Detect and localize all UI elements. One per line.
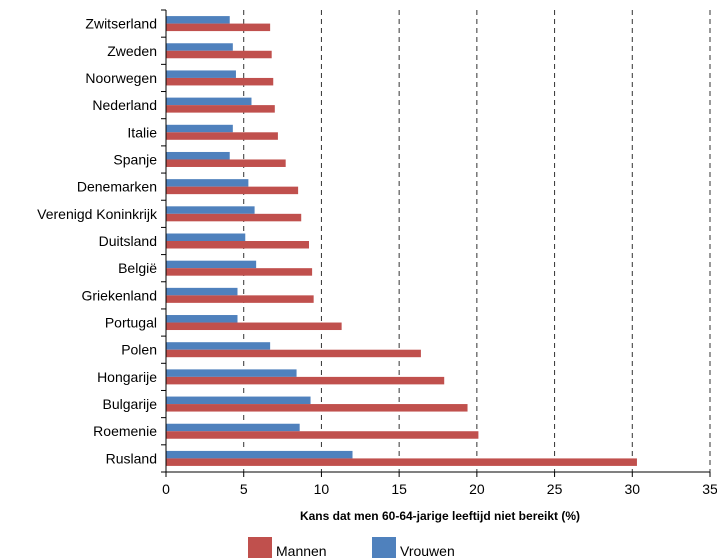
x-axis: 0 5 10 15 20 25 30 35 — [161, 9, 717, 497]
x-tick-label: 20 — [469, 481, 485, 497]
x-tick-label: 0 — [162, 481, 170, 497]
bar-mannen — [166, 376, 445, 385]
bar-vrouwen — [166, 97, 252, 106]
category-label: Portugal — [105, 315, 157, 331]
bar-vrouwen — [166, 43, 233, 51]
bar-mannen — [166, 50, 272, 59]
bar-vrouwen — [166, 369, 297, 377]
bar-mannen — [166, 349, 421, 358]
x-tick-label: 15 — [391, 481, 407, 497]
x-tick-label: 30 — [624, 481, 640, 497]
bar-vrouwen — [166, 206, 255, 214]
category-label: Nederland — [92, 97, 157, 113]
x-tick-label: 10 — [314, 481, 330, 497]
bar-vrouwen — [166, 423, 300, 432]
category-labels: Zwitserland Zweden Noorwegen Nederland Itali… — [37, 16, 158, 467]
bar-vrouwen — [166, 396, 311, 405]
category-label: Denemarken — [77, 179, 157, 195]
bar-vrouwen — [166, 342, 271, 350]
category-label: Bulgarije — [103, 396, 158, 412]
bar-mannen — [166, 132, 278, 140]
category-label: Roemenie — [93, 423, 157, 439]
category-label: Rusland — [106, 450, 157, 466]
legend: Mannen Vrouwen — [248, 537, 455, 558]
bar-mannen — [166, 159, 286, 167]
bar-mannen — [166, 431, 479, 439]
category-label: België — [118, 260, 157, 276]
bar-mannen — [166, 404, 468, 412]
bar-mannen — [166, 458, 637, 466]
category-label: Zwitserland — [85, 16, 157, 32]
legend-label: Mannen — [276, 543, 327, 558]
x-tick-label: 25 — [547, 481, 563, 497]
bar-mannen — [166, 213, 302, 222]
bar-mannen — [166, 105, 275, 113]
legend-swatch — [372, 537, 396, 558]
category-label: Zweden — [107, 43, 157, 59]
bar-vrouwen — [166, 16, 230, 24]
category-label: Polen — [121, 342, 157, 358]
x-tick-label: 5 — [240, 481, 248, 497]
category-label: Noorwegen — [85, 70, 157, 86]
category-label: Spanje — [113, 151, 157, 167]
bars — [166, 16, 637, 466]
bar-vrouwen — [166, 151, 230, 160]
legend-label: Vrouwen — [400, 543, 455, 558]
category-label: Hongarije — [97, 369, 157, 385]
category-label: Duitsland — [99, 233, 157, 249]
category-label: Italie — [127, 124, 157, 140]
bar-vrouwen — [166, 179, 249, 187]
bar-mannen — [166, 322, 342, 331]
bar-vrouwen — [166, 450, 353, 459]
bar-mannen — [166, 268, 313, 276]
bar-vrouwen — [166, 124, 233, 133]
bar-mannen — [166, 241, 309, 249]
x-tick-label: 35 — [702, 481, 717, 497]
bar-mannen — [166, 186, 299, 195]
bar-vrouwen — [166, 260, 257, 269]
bar-vrouwen — [166, 315, 238, 323]
bar-vrouwen — [166, 233, 246, 241]
bar-vrouwen — [166, 70, 236, 78]
gridlines — [243, 10, 711, 472]
legend-swatch — [248, 537, 272, 558]
category-label: Griekenland — [82, 287, 158, 303]
x-axis-title: Kans dat men 60-64-jarige leeftijd niet … — [300, 509, 580, 523]
bar-mannen — [166, 77, 274, 86]
category-label: Verenigd Koninkrijk — [37, 206, 158, 222]
bar-vrouwen — [166, 287, 238, 296]
bar-mannen — [166, 23, 271, 32]
bar-mannen — [166, 295, 314, 303]
